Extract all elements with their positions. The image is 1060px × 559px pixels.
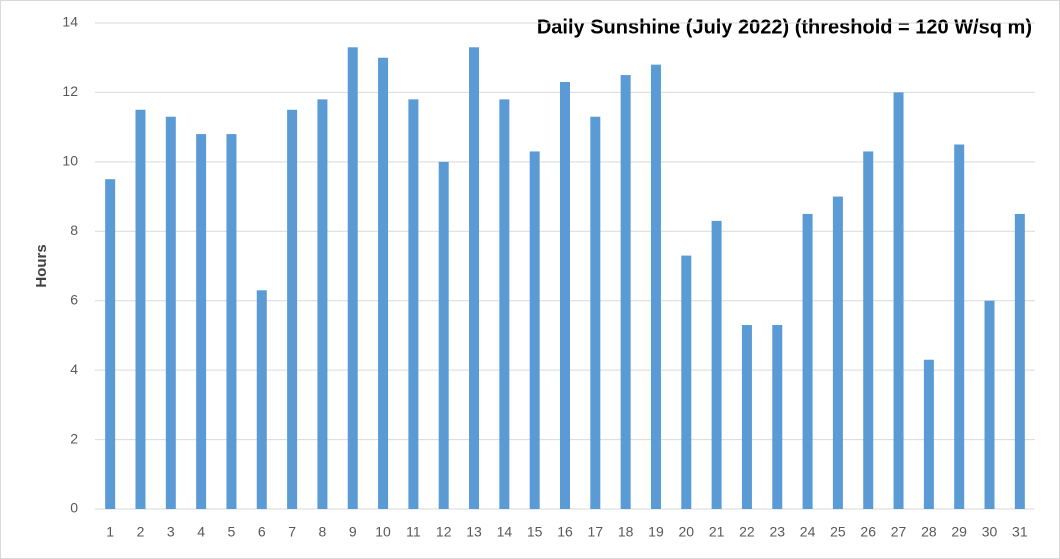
- bar: [135, 109, 146, 510]
- x-tick-label: 29: [951, 524, 967, 540]
- bar: [590, 116, 601, 509]
- bar: [711, 220, 722, 509]
- y-tick-label: 0: [70, 500, 78, 516]
- x-tick-label: 22: [739, 524, 755, 540]
- x-tick-label: 20: [679, 524, 695, 540]
- x-tick-label: 14: [497, 524, 513, 540]
- bar: [560, 82, 570, 509]
- x-tick-label: 6: [258, 524, 266, 540]
- x-tick-label: 27: [891, 524, 907, 540]
- x-tick-label: 9: [349, 524, 357, 540]
- x-tick-label: 31: [1012, 524, 1028, 540]
- bar: [408, 99, 419, 509]
- x-tick-label: 12: [436, 524, 452, 540]
- bar: [469, 47, 480, 510]
- chart-title: Daily Sunshine (July 2022) (threshold = …: [537, 16, 1032, 38]
- x-tick-label: 5: [228, 524, 236, 540]
- y-tick-label: 6: [70, 291, 78, 307]
- x-tick-label: 30: [982, 524, 998, 540]
- bar: [529, 151, 540, 509]
- bar: [681, 255, 692, 509]
- x-tick-label: 19: [648, 524, 664, 540]
- bar: [954, 144, 965, 509]
- x-tick-label: 2: [137, 524, 145, 540]
- x-tick-label: 18: [618, 524, 634, 540]
- y-tick-label: 8: [70, 222, 78, 238]
- bar: [499, 99, 510, 509]
- x-tick-label: 8: [319, 524, 327, 540]
- bar: [105, 179, 116, 509]
- x-tick-label: 28: [921, 524, 937, 540]
- bar: [165, 116, 176, 509]
- bar: [620, 75, 631, 510]
- x-tick-label: 25: [830, 524, 846, 540]
- x-tick-label: 17: [588, 524, 604, 540]
- bar: [287, 109, 298, 510]
- bar: [256, 290, 267, 509]
- x-tick-label: 4: [197, 524, 205, 540]
- bar: [893, 92, 904, 509]
- bar: [802, 213, 813, 509]
- x-tick-label: 21: [709, 524, 725, 540]
- y-tick-label: 14: [62, 14, 78, 30]
- y-axis-title: Hours: [33, 244, 50, 287]
- bar: [347, 47, 358, 510]
- y-tick-label: 2: [70, 430, 78, 446]
- y-tick-label: 10: [62, 153, 78, 169]
- bar: [438, 161, 449, 509]
- bar: [226, 134, 237, 510]
- bar: [1014, 213, 1025, 509]
- bar: [984, 300, 995, 509]
- x-tick-label: 7: [288, 524, 296, 540]
- x-tick-label: 1: [106, 524, 114, 540]
- bar: [378, 57, 389, 509]
- bar: [196, 134, 207, 510]
- x-tick-label: 10: [375, 524, 391, 540]
- bar: [650, 64, 661, 510]
- bar: [772, 325, 783, 509]
- x-tick-label: 11: [406, 524, 421, 540]
- x-tick-label: 13: [466, 524, 482, 540]
- x-tick-label: 16: [557, 524, 573, 540]
- x-tick-label: 26: [860, 524, 876, 540]
- x-tick-label: 23: [769, 524, 785, 540]
- y-tick-label: 12: [62, 83, 78, 99]
- x-tick-label: 15: [527, 524, 543, 540]
- bar: [832, 196, 843, 510]
- bar: [741, 325, 752, 509]
- x-tick-label: 3: [167, 524, 175, 540]
- y-tick-label: 4: [70, 361, 78, 377]
- bar: [317, 99, 328, 509]
- bar: [863, 151, 874, 509]
- bar: [923, 359, 934, 509]
- x-tick-label: 24: [800, 524, 816, 540]
